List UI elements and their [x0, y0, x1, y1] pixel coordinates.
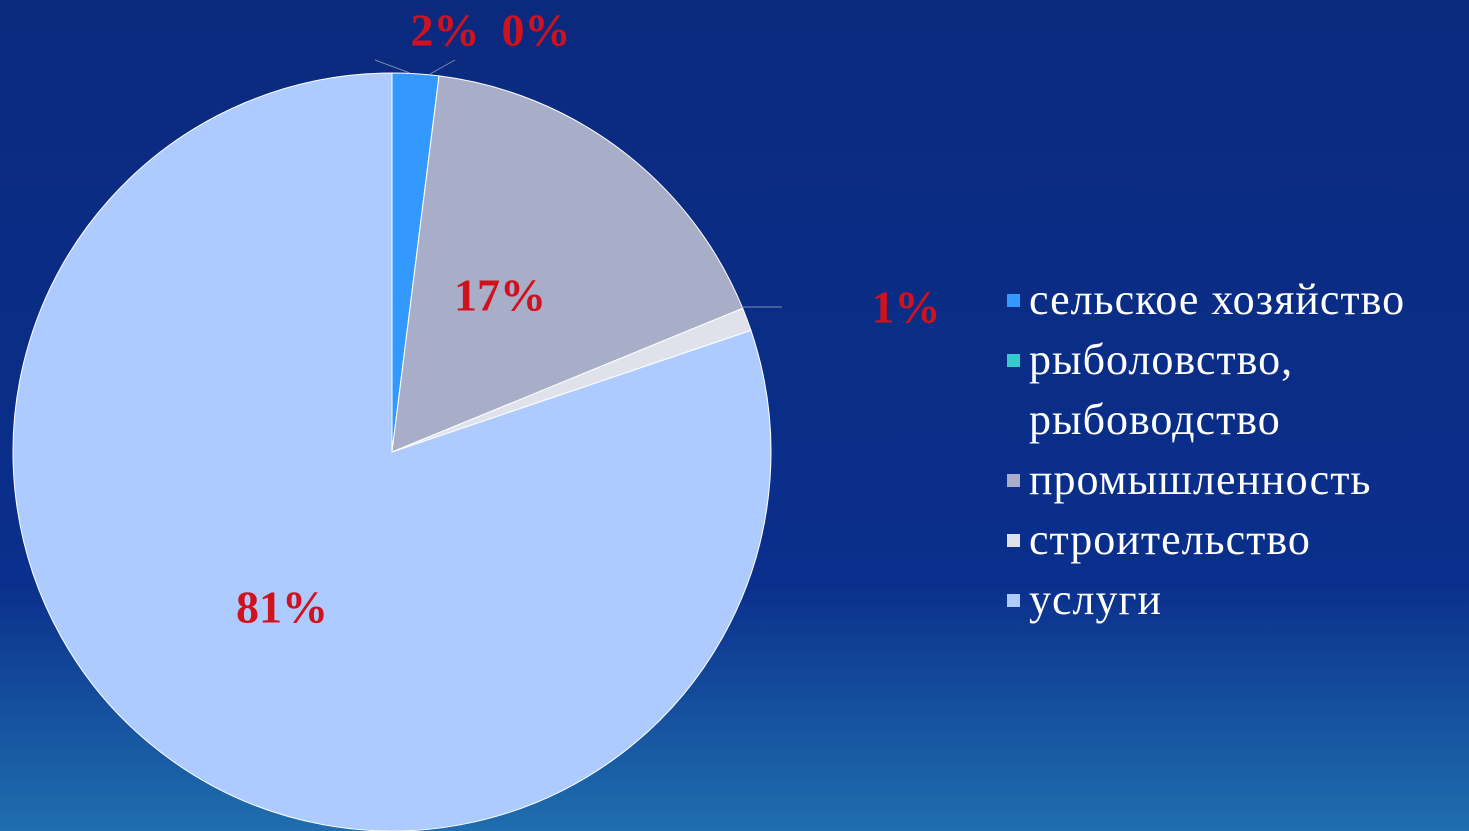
legend-item: промышленность	[1003, 450, 1463, 510]
legend-swatch	[1007, 534, 1020, 547]
legend-item: рыболовство, рыбоводство	[1003, 330, 1463, 450]
data-label: 0%	[502, 5, 571, 56]
data-label: 2%	[411, 5, 480, 56]
legend-label: рыболовство, рыбоводство	[1029, 335, 1294, 444]
data-label: 1%	[872, 282, 941, 333]
legend-label: сельское хозяйство	[1029, 275, 1406, 324]
legend-swatch	[1007, 294, 1020, 307]
data-label: 81%	[236, 582, 328, 633]
pie-slice	[391, 75, 744, 453]
legend-label: промышленность	[1029, 455, 1372, 504]
leader-line	[429, 59, 456, 75]
legend-swatch	[1007, 354, 1020, 367]
legend-label: услуги	[1029, 575, 1163, 624]
legend-swatch	[1007, 474, 1020, 487]
pie-slice	[12, 72, 772, 831]
legend-item: строительство	[1003, 510, 1463, 570]
legend-label: строительство	[1029, 515, 1311, 564]
legend-item: услуги	[1003, 570, 1463, 630]
leader-line	[374, 59, 411, 74]
legend: сельское хозяйство рыболовство, рыбоводст…	[1003, 270, 1463, 630]
legend-item: сельское хозяйство	[1003, 270, 1463, 330]
legend-swatch	[1007, 594, 1020, 607]
data-label: 17%	[454, 270, 546, 321]
